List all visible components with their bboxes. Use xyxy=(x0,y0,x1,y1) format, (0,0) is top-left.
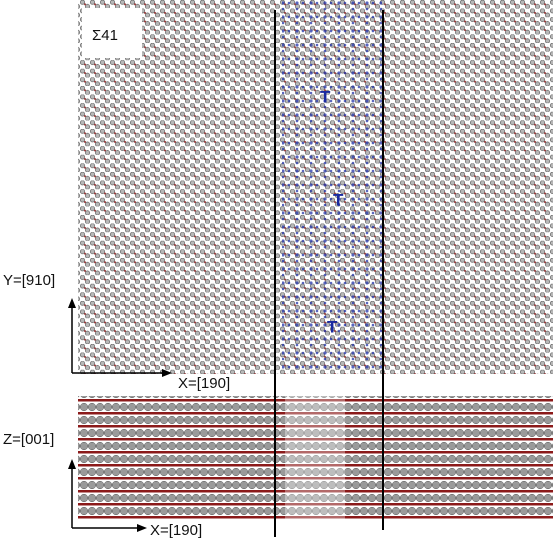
bottom-boundary xyxy=(285,396,345,520)
dislocation-symbol: T xyxy=(320,87,331,106)
arrow-head xyxy=(68,298,76,308)
sigma-label: Σ41 xyxy=(92,27,118,44)
axis-label: X=[190] xyxy=(150,522,202,539)
boundary-region xyxy=(282,0,382,370)
axis-label: Y=[910] xyxy=(3,272,55,289)
dislocation-symbol: T xyxy=(327,317,338,336)
axis-label: Z=[001] xyxy=(3,431,54,448)
figure: Σ41 T T T Y=[910] X=[190] Z=[001] X=[190… xyxy=(0,0,553,547)
axis-label: X=[190] xyxy=(178,375,230,392)
dislocation-symbol: T xyxy=(333,190,344,209)
arrow-head xyxy=(68,459,76,469)
arrow-head xyxy=(137,524,147,532)
